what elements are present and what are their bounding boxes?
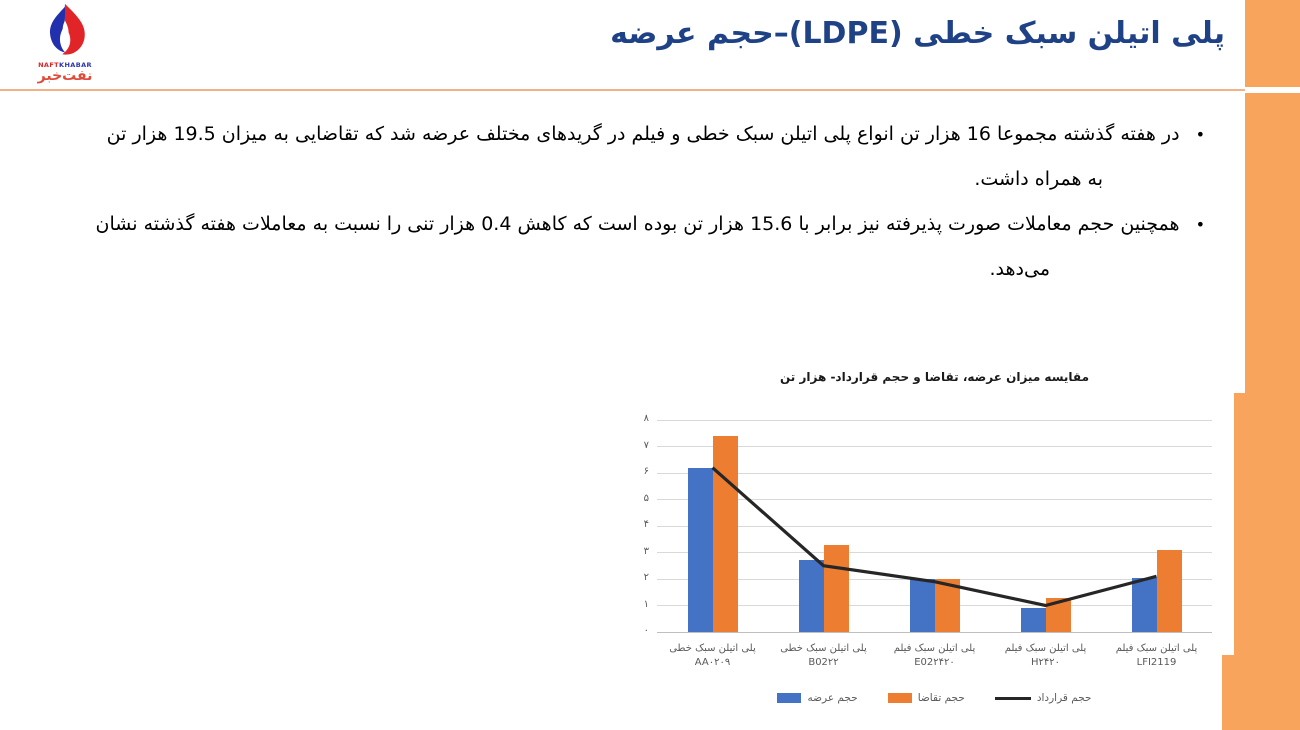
y-axis-tick-label: ۵ bbox=[643, 492, 649, 504]
bullet-line: • همچنین حجم معاملات صورت پذیرفته نیز برا… bbox=[83, 202, 1205, 247]
logo-wordmark-fa: نفت‌خبر bbox=[37, 68, 93, 84]
bar-demand bbox=[823, 544, 849, 632]
bullet-item: • در هفته گذشته مجموعا 16 هزار تن انواع پ… bbox=[83, 112, 1205, 202]
gridline bbox=[657, 419, 1212, 421]
legend-line-swatch bbox=[994, 696, 1031, 700]
bullet-text: در هفته گذشته مجموعا 16 هزار تن انواع پل… bbox=[106, 123, 1180, 145]
chart-title: مقایسه میزان عرضه، تقاضا و حجم قرارداد- … bbox=[779, 370, 1089, 384]
category-grade: E02۲۴۲۰ bbox=[914, 657, 955, 668]
legend-label: حجم قرارداد bbox=[1036, 692, 1092, 704]
x-category-label: پلی اتیلن سبک خطی B02۲۲ bbox=[769, 642, 879, 670]
legend-label: حجم تقاضا bbox=[917, 692, 965, 704]
y-axis-tick-label: ۶ bbox=[643, 466, 649, 477]
category-name: پلی اتیلن سبک خطی bbox=[780, 643, 867, 654]
bullet-text: همچنین حجم معاملات صورت پذیرفته نیز براب… bbox=[95, 213, 1180, 235]
right-accent-bar-gap bbox=[1245, 87, 1300, 93]
category-grade: LFI2119 bbox=[1136, 657, 1177, 668]
category-grade: B02۲۲ bbox=[808, 657, 839, 668]
x-category-label: پلی اتیلن سبک خطی AA۰۲۰۹ bbox=[658, 642, 768, 670]
bar-supply bbox=[687, 467, 713, 632]
title-divider-line bbox=[0, 89, 1300, 91]
category-name: پلی اتیلن سبک فیلم bbox=[1004, 643, 1087, 654]
y-axis-tick-label: ۷ bbox=[643, 439, 649, 451]
gridline bbox=[657, 525, 1212, 527]
gridline bbox=[657, 472, 1212, 474]
gridline bbox=[657, 552, 1212, 553]
bar-demand bbox=[712, 435, 738, 632]
category-name: پلی اتیلن سبک فیلم bbox=[1115, 643, 1198, 654]
bullet-text: به همراه داشت. bbox=[974, 168, 1103, 190]
bar-supply bbox=[1020, 608, 1046, 632]
gridline bbox=[657, 631, 1212, 633]
bullet-marker: • bbox=[1195, 125, 1205, 144]
legend-item: حجم تقاضا bbox=[887, 692, 965, 704]
naftkhabar-logo: NAFTKHABAR نفت‌خبر bbox=[26, 2, 104, 84]
bullet-list: • در هفته گذشته مجموعا 16 هزار تن انواع پ… bbox=[83, 112, 1205, 292]
gridline bbox=[657, 499, 1212, 500]
legend-item: حجم عرضه bbox=[777, 692, 858, 704]
bar-demand bbox=[1156, 549, 1182, 632]
bullet-text: می‌دهد. bbox=[989, 258, 1050, 280]
bullet-marker: • bbox=[1195, 215, 1205, 234]
flame-icon bbox=[49, 3, 85, 55]
bullet-line: • در هفته گذشته مجموعا 16 هزار تن انواع پ… bbox=[83, 112, 1205, 157]
legend-swatch bbox=[887, 693, 912, 703]
legend-label: حجم عرضه bbox=[807, 692, 858, 704]
y-axis-tick-label: ۲ bbox=[643, 572, 649, 583]
right-accent-bar-bottom bbox=[1222, 655, 1300, 730]
x-category-label: پلی اتیلن سبک فیلم LFI2119 bbox=[1102, 642, 1212, 670]
legend-item: حجم قرارداد bbox=[994, 692, 1092, 704]
chart-legend: حجم عرضه حجم تقاضا حجم قرارداد bbox=[657, 692, 1212, 704]
bar-demand bbox=[934, 579, 960, 632]
y-axis-tick-label: ۱ bbox=[643, 598, 649, 610]
page-title: پلی اتیلن سبک خطی (LDPE)–حجم عرضه bbox=[610, 16, 1225, 51]
legend-swatch bbox=[777, 693, 802, 703]
y-axis-tick-label: ۸ bbox=[643, 413, 649, 424]
y-axis-tick-label: ۰ bbox=[643, 625, 649, 636]
x-category-label: پلی اتیلن سبک فیلم E02۲۴۲۰ bbox=[880, 642, 990, 670]
y-axis-tick-label: ۴ bbox=[643, 519, 649, 530]
y-axis-tick-label: ۳ bbox=[643, 545, 649, 557]
bar-supply bbox=[1131, 577, 1157, 632]
category-grade: AA۰۲۰۹ bbox=[694, 657, 731, 668]
category-grade: H۲۴۲۰ bbox=[1030, 657, 1060, 668]
category-name: پلی اتیلن سبک خطی bbox=[669, 643, 756, 654]
bullet-item: • همچنین حجم معاملات صورت پذیرفته نیز برا… bbox=[83, 202, 1205, 292]
x-category-label: پلی اتیلن سبک فیلم H۲۴۲۰ bbox=[991, 642, 1101, 670]
bar-supply bbox=[798, 560, 824, 632]
category-name: پلی اتیلن سبک فیلم bbox=[893, 643, 976, 654]
logo-wordmark-en: NAFTKHABAR bbox=[38, 61, 92, 69]
gridline bbox=[657, 446, 1212, 447]
contract-volume-line bbox=[711, 466, 1157, 608]
supply-demand-contract-chart: مقایسه میزان عرضه، تقاضا و حجم قرارداد- … bbox=[618, 362, 1218, 726]
bar-supply bbox=[909, 579, 935, 632]
